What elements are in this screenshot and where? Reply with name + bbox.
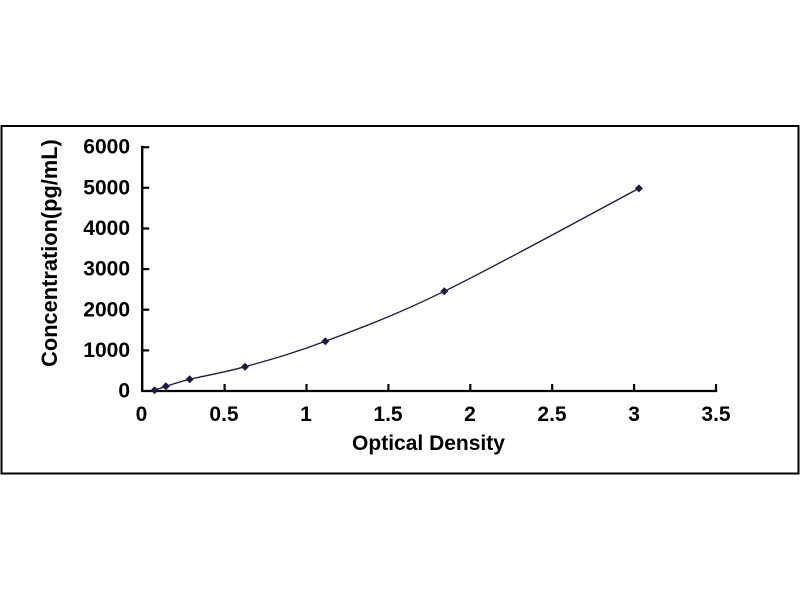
svg-text:1000: 1000	[83, 339, 130, 362]
svg-text:Optical Density: Optical Density	[352, 432, 505, 455]
svg-text:6000: 6000	[83, 136, 130, 159]
svg-text:0: 0	[136, 403, 148, 426]
svg-text:2.5: 2.5	[537, 403, 567, 426]
svg-text:0.5: 0.5	[209, 403, 239, 426]
svg-text:2: 2	[464, 403, 476, 426]
svg-text:4000: 4000	[83, 217, 130, 240]
svg-text:3: 3	[628, 403, 640, 426]
svg-text:5000: 5000	[83, 176, 130, 199]
svg-text:3000: 3000	[83, 258, 130, 281]
svg-text:1: 1	[300, 403, 312, 426]
svg-text:Concentration(pg/mL): Concentration(pg/mL)	[37, 139, 62, 367]
svg-text:0: 0	[118, 380, 130, 403]
svg-text:2000: 2000	[83, 298, 130, 321]
svg-text:3.5: 3.5	[701, 403, 731, 426]
svg-text:1.5: 1.5	[373, 403, 403, 426]
